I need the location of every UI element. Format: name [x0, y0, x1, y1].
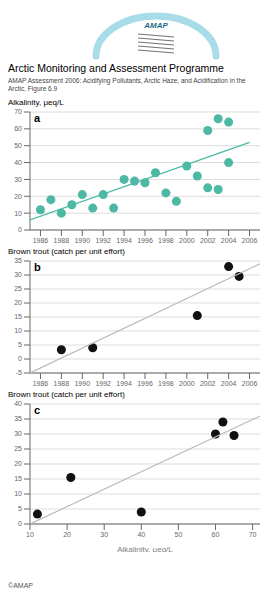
svg-text:1994: 1994 — [116, 380, 132, 387]
svg-text:5: 5 — [18, 505, 22, 512]
svg-text:1986: 1986 — [33, 380, 49, 387]
svg-text:30: 30 — [14, 430, 22, 437]
svg-text:40: 40 — [137, 531, 145, 538]
svg-text:60: 60 — [212, 531, 220, 538]
svg-text:15: 15 — [14, 475, 22, 482]
svg-text:25: 25 — [14, 285, 22, 292]
svg-text:1992: 1992 — [95, 237, 111, 244]
html-text:Alkalinity, μeq/L: Alkalinity, μeq/L — [8, 98, 64, 107]
svg-text:1998: 1998 — [158, 237, 174, 244]
svg-text:10: 10 — [14, 210, 22, 217]
svg-text:30: 30 — [100, 531, 108, 538]
svg-text:25: 25 — [14, 445, 22, 452]
svg-text:0: 0 — [18, 226, 22, 233]
html-text:Arctic Monitoring and Assessme: Arctic Monitoring and Assessment Program… — [8, 62, 224, 74]
svg-text:1986: 1986 — [33, 237, 49, 244]
svg-text:15: 15 — [14, 313, 22, 320]
svg-text:5: 5 — [18, 341, 22, 348]
svg-text:Alkalinity, μeq/L: Alkalinity, μeq/L — [117, 545, 173, 552]
svg-text:1998: 1998 — [158, 380, 174, 387]
svg-text:1996: 1996 — [137, 237, 153, 244]
svg-text:1988: 1988 — [54, 237, 70, 244]
svg-text:40: 40 — [14, 400, 22, 407]
html-text:©AMAP: ©AMAP — [8, 582, 33, 589]
svg-text:50: 50 — [174, 531, 182, 538]
svg-text:1994: 1994 — [116, 237, 132, 244]
html-text:c: c — [34, 404, 41, 416]
svg-text:20: 20 — [14, 460, 22, 467]
svg-text:2004: 2004 — [221, 237, 237, 244]
svg-text:1992: 1992 — [95, 380, 111, 387]
svg-text:20: 20 — [14, 299, 22, 306]
svg-text:1990: 1990 — [74, 380, 90, 387]
svg-text:20: 20 — [63, 531, 71, 538]
svg-text:2002: 2002 — [200, 380, 216, 387]
svg-text:2006: 2006 — [242, 380, 258, 387]
svg-text:-5: -5 — [16, 369, 22, 376]
svg-text:20: 20 — [14, 193, 22, 200]
svg-text:2000: 2000 — [179, 380, 195, 387]
svg-text:1988: 1988 — [54, 380, 70, 387]
svg-text:10: 10 — [14, 490, 22, 497]
svg-text:10: 10 — [14, 327, 22, 334]
svg-text:50: 50 — [14, 142, 22, 149]
html-text:a: a — [34, 112, 41, 124]
svg-text:1990: 1990 — [74, 237, 90, 244]
html-text:Brown trout (catch per unit ef: Brown trout (catch per unit effort) — [8, 390, 125, 399]
svg-text:0: 0 — [18, 355, 22, 362]
svg-text:2002: 2002 — [200, 237, 216, 244]
svg-text:30: 30 — [14, 271, 22, 278]
svg-text:70: 70 — [14, 108, 22, 115]
svg-text:35: 35 — [14, 415, 22, 422]
svg-text:2004: 2004 — [221, 380, 237, 387]
svg-text:35: 35 — [14, 257, 22, 264]
html-text:Brown trout (catch per unit ef: Brown trout (catch per unit effort) — [8, 247, 125, 256]
svg-text:30: 30 — [14, 176, 22, 183]
svg-text:60: 60 — [14, 125, 22, 132]
svg-text:1996: 1996 — [137, 380, 153, 387]
svg-text:10: 10 — [26, 531, 34, 538]
svg-text:70: 70 — [249, 531, 257, 538]
svg-text:2006: 2006 — [242, 237, 258, 244]
svg-text:2000: 2000 — [179, 237, 195, 244]
svg-text:40: 40 — [14, 159, 22, 166]
svg-text:0: 0 — [18, 520, 22, 527]
svg-text:AMAP: AMAP — [143, 21, 168, 30]
html-text:AMAP Assessment 2006: Acidifyi: AMAP Assessment 2006: Acidifying Polluta… — [8, 77, 246, 92]
html-text:b: b — [34, 261, 41, 273]
